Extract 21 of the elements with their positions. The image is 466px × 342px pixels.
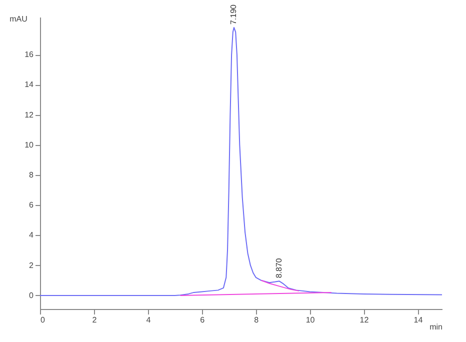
x-axis-title: min [430, 322, 442, 332]
y-tick-label: 2 [29, 260, 34, 270]
x-tick-label: 8 [254, 316, 260, 324]
x-tick-label: 2 [92, 316, 98, 324]
x-tick-label: 0 [40, 316, 46, 324]
y-tick-label: 14 [24, 80, 34, 90]
y-tick-label: 16 [24, 50, 34, 60]
y-tick-label: 8 [29, 170, 34, 180]
x-tick-label: 6 [200, 316, 206, 324]
x-tick-label: 10 [306, 316, 316, 324]
y-tick-label: 10 [24, 140, 34, 150]
annotation: 8.870 [274, 258, 284, 278]
y-tick-label: 6 [29, 200, 34, 210]
y-tick-label: 0 [29, 290, 34, 300]
y-axis-title: mAU [10, 14, 28, 24]
x-tick-label: 12 [360, 316, 370, 324]
annotation: 7.190 [228, 4, 238, 25]
y-tick-label: 12 [24, 110, 34, 120]
x-tick-label: 4 [146, 316, 152, 324]
x-tick-label: 14 [414, 316, 424, 324]
y-tick-label: 4 [29, 230, 34, 240]
